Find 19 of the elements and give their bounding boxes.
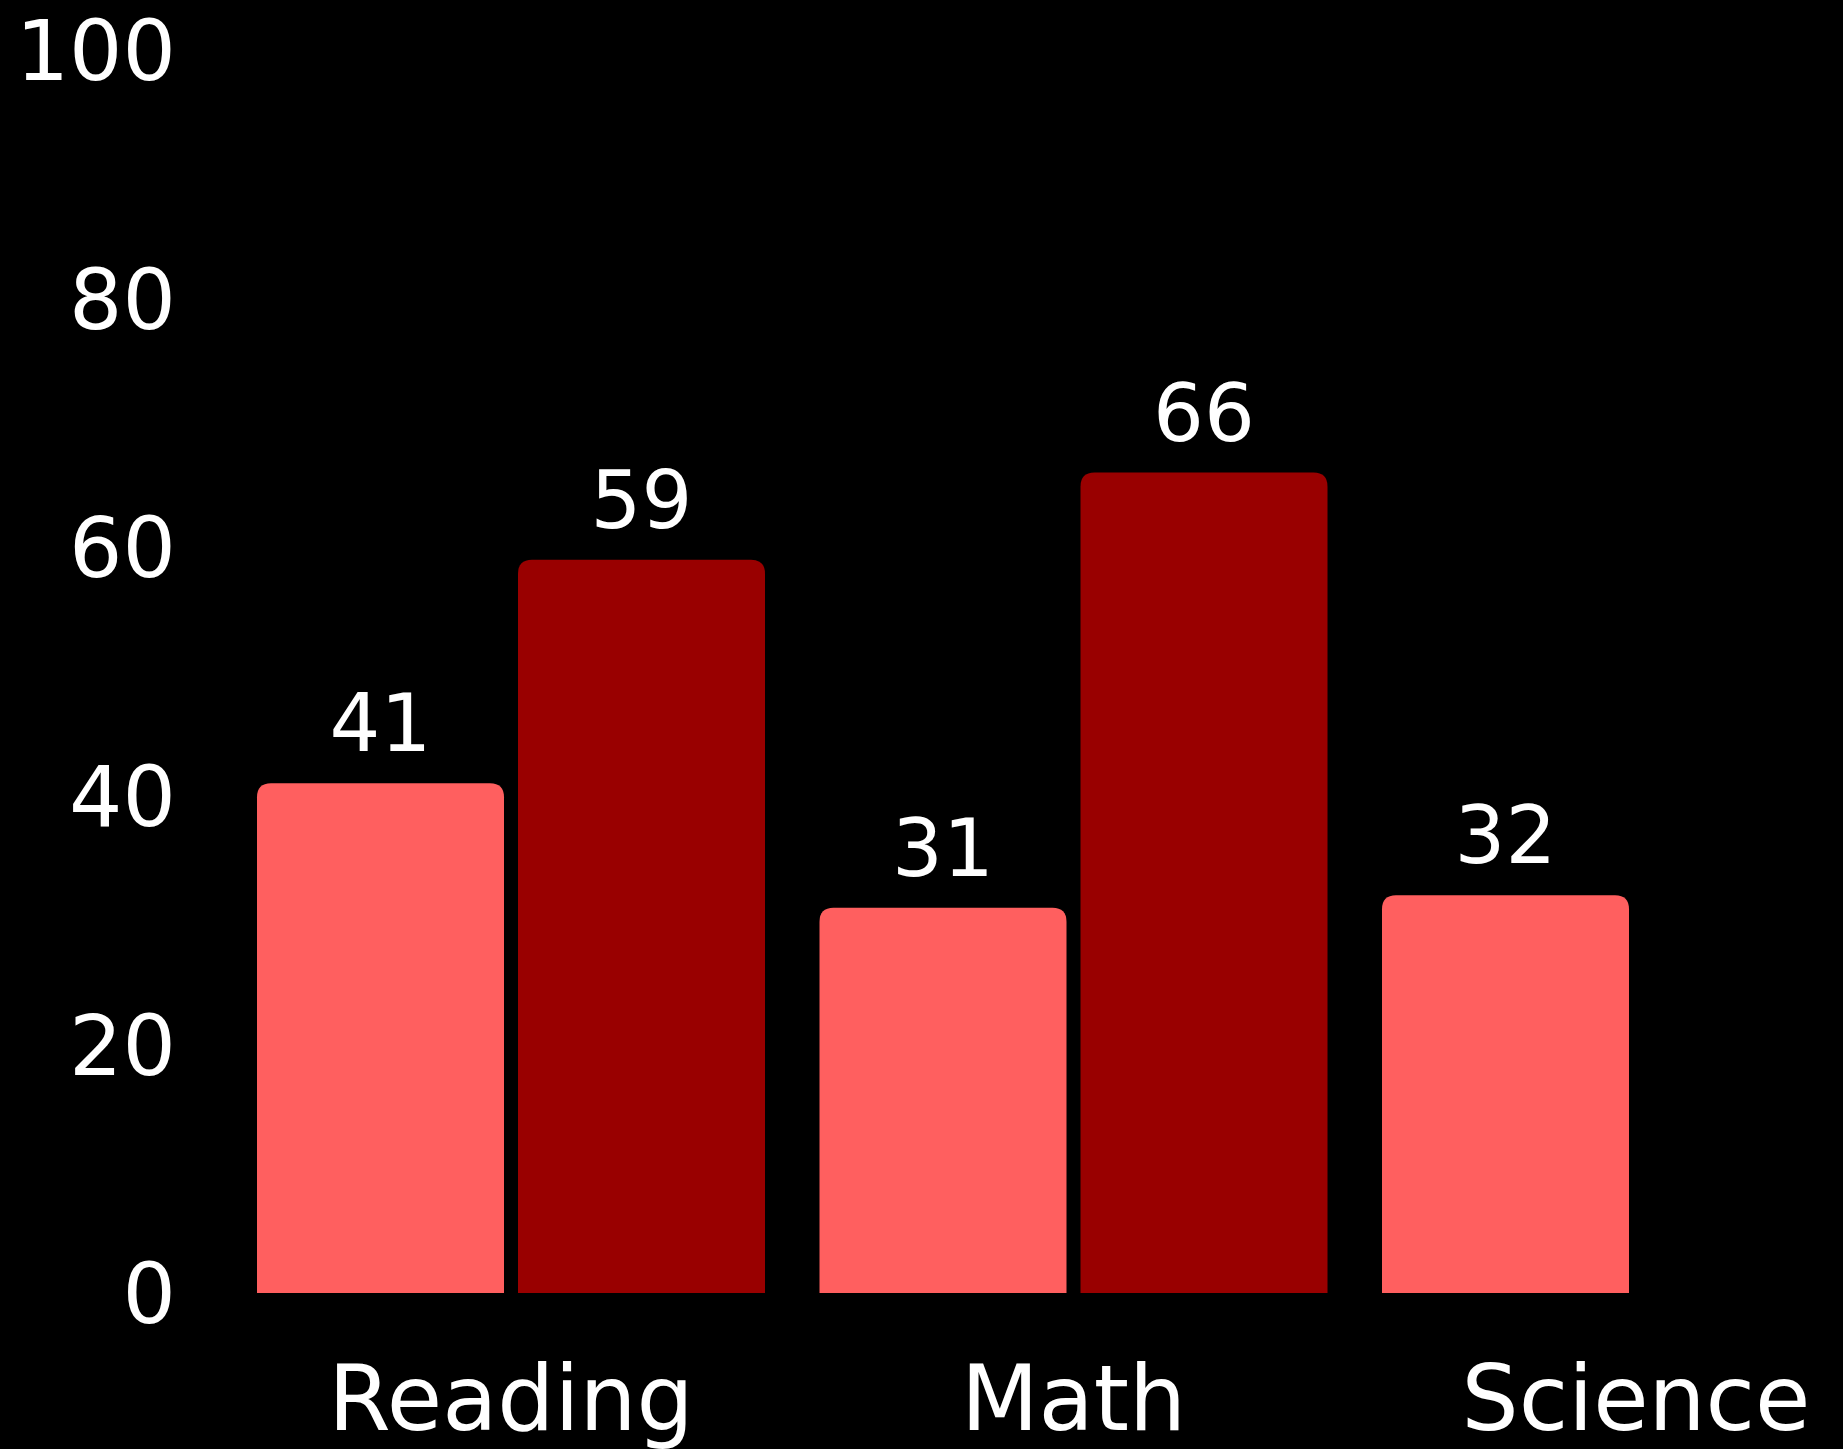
x-tick-label: Science <box>1461 1346 1811 1449</box>
x-tick-label: Reading <box>328 1346 694 1449</box>
bar <box>819 907 1067 1293</box>
y-tick-label: 80 <box>69 250 176 349</box>
data-label: 59 <box>590 453 693 547</box>
bar <box>1382 895 1629 1293</box>
data-label: 32 <box>1454 789 1557 883</box>
x-tick-label: Math <box>960 1346 1187 1449</box>
y-tick-label: 100 <box>15 2 176 101</box>
data-label: 31 <box>892 801 994 895</box>
y-tick-label: 60 <box>69 499 176 598</box>
bar <box>257 783 504 1293</box>
bar <box>518 559 765 1293</box>
y-tick-label: 20 <box>69 996 176 1095</box>
data-label: 41 <box>329 677 432 771</box>
y-tick-label: 0 <box>122 1245 176 1344</box>
y-tick-label: 40 <box>69 748 176 847</box>
data-label: 66 <box>1153 366 1255 460</box>
bar <box>1080 472 1328 1293</box>
